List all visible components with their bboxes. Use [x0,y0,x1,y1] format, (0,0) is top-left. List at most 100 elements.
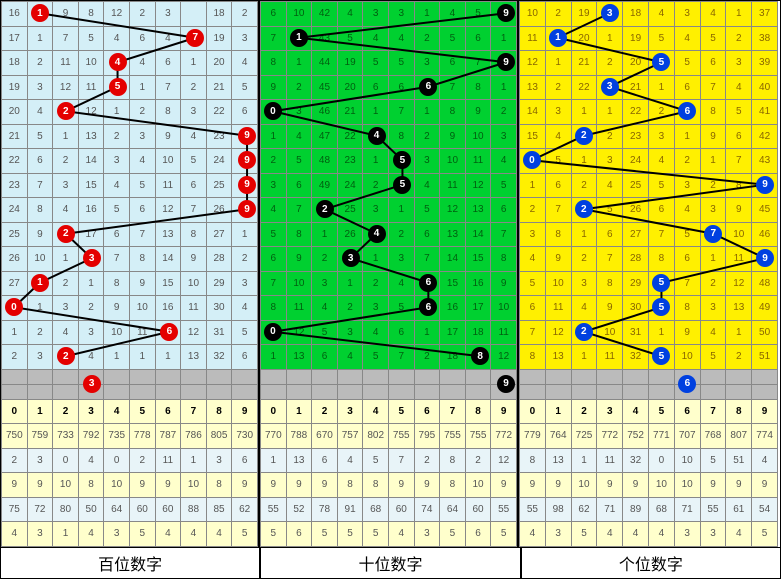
stat-cell: 10 [674,473,700,498]
cell: 20 [206,51,232,76]
cell: 4 [129,149,155,174]
cell: 5 [232,320,258,345]
cell: 49 [312,173,338,198]
cell: 2 [545,75,571,100]
cell: 14 [440,247,466,272]
stat-cell: 786 [181,424,207,449]
cell: 6 [155,51,181,76]
cell: 17 [440,320,466,345]
cell: 12 [181,320,207,345]
cell: 3 [104,149,130,174]
cell: 3 [363,198,389,223]
cell: 6 [440,51,466,76]
cell: 1 [597,100,623,125]
digit-header: 6 [674,399,700,424]
cell: 13 [545,345,571,370]
cell: 6 [520,296,546,321]
cell: 6 [129,198,155,223]
cell: 2 [78,296,104,321]
cell: 22 [206,100,232,125]
cell: 1 [545,51,571,76]
digit-header: 6 [155,399,181,424]
stat-cell: 72 [27,497,53,522]
cell: 3 [726,51,752,76]
ball: 6 [419,78,437,96]
cell: 1 [414,320,440,345]
gray-cell [520,369,546,384]
stat-cell: 60 [465,497,491,522]
stat-cell: 8 [206,473,232,498]
stat-cell: 752 [623,424,649,449]
cell: 4 [181,124,207,149]
cell: 1 [27,296,53,321]
stat-cell: 5 [440,522,466,547]
digit-header: 8 [726,399,752,424]
stat-cell: 4 [597,522,623,547]
cell: 12 [491,345,517,370]
cell: 20 [623,51,649,76]
gray-cell [726,384,752,399]
cell: 48 [312,149,338,174]
cell [181,2,207,27]
stat-cell: 7 [388,448,414,473]
cell: 37 [752,2,778,27]
cell: 2 [232,2,258,27]
cell: 3 [388,2,414,27]
cell: 8 [27,198,53,223]
cell: 12 [104,2,130,27]
ball: 9 [497,4,515,22]
cell: 1 [286,51,312,76]
stat-cell: 4 [78,448,104,473]
cell: 1 [414,100,440,125]
cell: 13 [440,222,466,247]
cell: 2 [337,296,363,321]
gray-cell [337,369,363,384]
ball: 6 [678,102,696,120]
ball: 5 [393,151,411,169]
cell: 1 [363,149,389,174]
cell: 15 [520,124,546,149]
cell: 1 [726,2,752,27]
ball: 3 [83,249,101,267]
stat-cell: 4 [155,522,181,547]
stat-cell: 735 [104,424,130,449]
grid-units: 1021918434137112011954523812121220563391… [519,1,778,547]
cell: 9 [261,75,287,100]
gray-cell [623,369,649,384]
cell: 44 [312,51,338,76]
stat-cell: 6 [312,448,338,473]
cell: 20 [337,75,363,100]
cell: 4 [414,173,440,198]
cell: 2 [181,75,207,100]
digit-header: 1 [545,399,571,424]
stat-cell: 5 [129,522,155,547]
cell: 48 [752,271,778,296]
cell: 4 [78,345,104,370]
cell: 5 [27,124,53,149]
stat-cell: 5 [363,522,389,547]
cell: 6 [414,222,440,247]
gray-cell [648,369,674,384]
cell: 5 [337,26,363,51]
cell: 15 [155,271,181,296]
stat-cell: 750 [2,424,28,449]
cell: 11 [465,149,491,174]
digit-header: 5 [648,399,674,424]
cell: 6 [232,100,258,125]
stat-cell: 8 [440,473,466,498]
stat-cell: 3 [674,522,700,547]
cell: 22 [337,124,363,149]
cell: 1 [53,124,79,149]
panel-label-tens: 十位数字 [261,548,521,578]
cell: 13 [78,124,104,149]
cell: 25 [337,198,363,223]
cell: 3 [648,124,674,149]
cell: 3 [700,296,726,321]
stat-cell: 98 [545,497,571,522]
cell: 10 [545,271,571,296]
cell: 10 [129,296,155,321]
cell: 3 [363,296,389,321]
cell: 10 [286,2,312,27]
cell: 10 [78,51,104,76]
stat-cell: 707 [674,424,700,449]
